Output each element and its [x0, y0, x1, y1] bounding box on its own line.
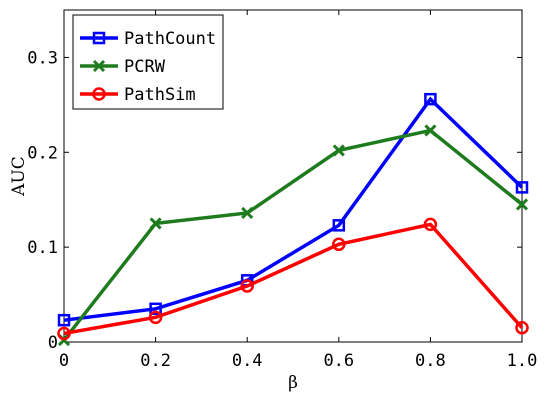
x-tick-label: 0.4	[232, 351, 263, 371]
legend-label-pathcount: PathCount	[124, 29, 216, 49]
legend-marker-pathsim	[92, 87, 106, 101]
legend-marker-pathcount	[92, 31, 106, 45]
data-point-pathsim	[148, 310, 163, 325]
data-point-pcrw	[149, 217, 162, 230]
x-tick-label: 0.2	[140, 351, 171, 371]
data-point-pathcount	[57, 313, 71, 327]
legend-label-pathsim: PathSim	[124, 85, 196, 105]
data-point-pathcount	[332, 219, 346, 232]
series-pcrw	[57, 124, 529, 347]
series-line-pathsim	[63, 222, 524, 336]
data-point-pathsim	[240, 279, 254, 293]
y-axis-label: AUC	[9, 156, 29, 197]
axis-ticks: 0 0.2 0.4 0.6 0.8 1.0 0 0.1 0.2 0.3	[27, 10, 537, 371]
x-axis-label: β	[288, 373, 298, 393]
data-point-pcrw	[515, 198, 529, 211]
data-point-pathcount	[424, 92, 437, 106]
data-point-pathsim	[332, 237, 346, 252]
y-tick-label: 0.2	[27, 143, 58, 163]
data-point-pcrw	[424, 124, 437, 137]
y-tick-label: 0	[48, 333, 58, 353]
data-point-pathcount	[515, 181, 529, 194]
series-pathcount	[57, 92, 529, 327]
data-point-pathsim	[57, 326, 71, 341]
x-tick-label: 0	[59, 351, 69, 371]
legend: PathCount PCRW PathSim	[72, 14, 224, 110]
x-tick-label: 0.6	[323, 351, 354, 371]
data-point-pathsim	[423, 217, 438, 232]
series-line-pcrw	[62, 128, 524, 342]
y-tick-label: 0.3	[27, 48, 58, 68]
x-tick-label: 1.0	[507, 351, 538, 371]
data-point-pathcount	[149, 302, 162, 316]
series-pathsim	[57, 217, 529, 341]
data-point-pcrw	[241, 206, 254, 220]
x-tick-label: 0.8	[415, 351, 446, 371]
series-line-pathcount	[63, 96, 524, 322]
data-point-pathsim	[515, 321, 529, 335]
series-layer	[57, 92, 529, 347]
legend-label-pcrw: PCRW	[124, 57, 166, 77]
y-tick-label: 0.1	[27, 238, 58, 258]
data-point-pcrw	[332, 144, 345, 157]
legend-marker-pcrw	[92, 59, 106, 73]
